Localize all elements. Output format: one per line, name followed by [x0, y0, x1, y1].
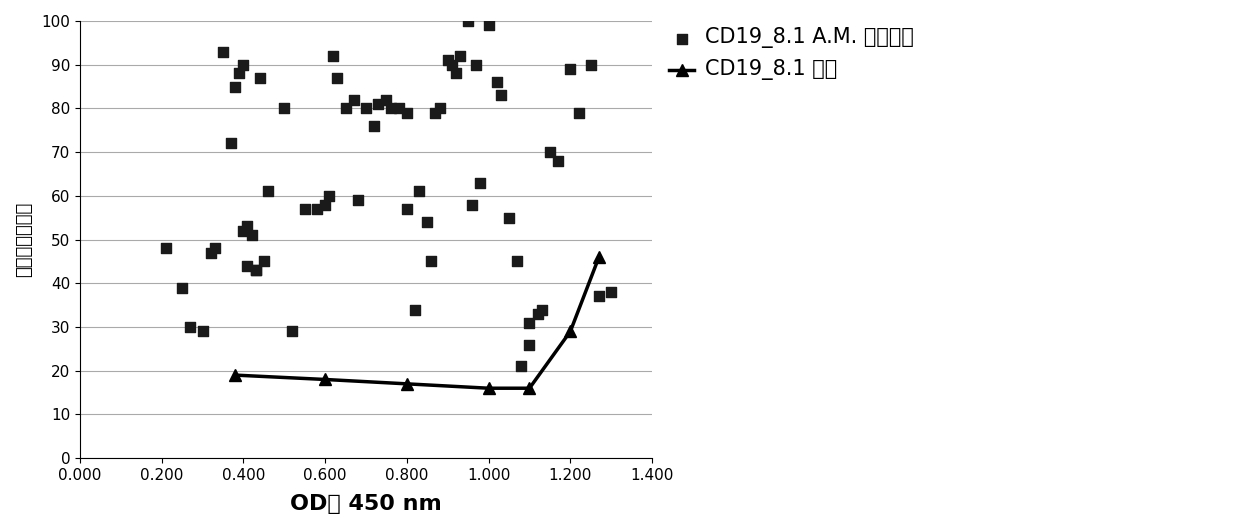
CD19_8.1 A.M. 阳性克隆 — [327, 74, 347, 82]
CD19_8.1 A.M. 阳性克隆 — [377, 95, 397, 104]
Y-axis label: 剩余比率（％）: 剩余比率（％） — [15, 202, 33, 277]
CD19_8.1 A.M. 阳性克隆 — [343, 95, 363, 104]
CD19_8.1 亲本 — [522, 385, 537, 391]
CD19_8.1 A.M. 阳性克隆 — [491, 91, 511, 99]
CD19_8.1 A.M. 阳性克隆 — [315, 200, 335, 209]
CD19_8.1 A.M. 阳性克隆 — [324, 52, 343, 60]
CD19_8.1 A.M. 阳性克隆 — [172, 284, 192, 292]
CD19_8.1 A.M. 阳性克隆 — [450, 52, 470, 60]
CD19_8.1 A.M. 阳性克隆 — [246, 266, 265, 275]
CD19_8.1 A.M. 阳性克隆 — [511, 362, 531, 371]
CD19_8.1 A.M. 阳性克隆 — [446, 69, 466, 78]
CD19_8.1 A.M. 阳性克隆 — [238, 261, 258, 270]
CD19_8.1 A.M. 阳性克隆 — [528, 309, 548, 318]
CD19_8.1 A.M. 阳性克隆 — [569, 108, 589, 117]
CD19_8.1 A.M. 阳性克隆 — [258, 187, 278, 196]
CD19_8.1 A.M. 阳性克隆 — [365, 122, 384, 130]
CD19_8.1 A.M. 阳性克隆 — [348, 196, 368, 205]
CD19_8.1 A.M. 阳性克隆 — [520, 318, 539, 327]
CD19_8.1 A.M. 阳性克隆 — [500, 214, 520, 222]
CD19_8.1 A.M. 阳性克隆 — [205, 244, 224, 252]
CD19_8.1 A.M. 阳性克隆 — [397, 205, 417, 213]
CD19_8.1 A.M. 阳性克隆 — [246, 266, 265, 275]
CD19_8.1 A.M. 阳性克隆 — [233, 60, 253, 69]
CD19_8.1 A.M. 阳性克隆 — [397, 108, 417, 117]
CD19_8.1 A.M. 阳性克隆 — [409, 187, 429, 196]
CD19_8.1 亲本 — [228, 372, 243, 378]
CD19_8.1 A.M. 阳性克隆 — [589, 292, 609, 300]
CD19_8.1 亲本 — [563, 328, 578, 334]
CD19_8.1 A.M. 阳性克隆 — [201, 249, 221, 257]
CD19_8.1 A.M. 阳性克隆 — [459, 17, 479, 25]
Legend: CD19_8.1 A.M. 阳性克隆, CD19_8.1 亲本: CD19_8.1 A.M. 阳性克隆, CD19_8.1 亲本 — [663, 21, 920, 85]
CD19_8.1 A.M. 阳性克隆 — [229, 69, 249, 78]
CD19_8.1 A.M. 阳性克隆 — [226, 83, 246, 91]
CD19_8.1 A.M. 阳性克隆 — [308, 205, 327, 213]
CD19_8.1 A.M. 阳性克隆 — [221, 139, 241, 148]
CD19_8.1 A.M. 阳性克隆 — [479, 21, 498, 30]
CD19_8.1 A.M. 阳性克隆 — [156, 244, 176, 252]
CD19_8.1 A.M. 阳性克隆 — [470, 178, 490, 187]
CD19_8.1 A.M. 阳性克隆 — [487, 78, 507, 86]
CD19_8.1 A.M. 阳性克隆 — [254, 257, 274, 266]
CD19_8.1 A.M. 阳性克隆 — [429, 104, 449, 113]
CD19_8.1 A.M. 阳性克隆 — [192, 327, 212, 335]
CD19_8.1 A.M. 阳性克隆 — [422, 257, 441, 266]
CD19_8.1 A.M. 阳性克隆 — [320, 191, 340, 200]
CD19_8.1 A.M. 阳性克隆 — [418, 218, 438, 226]
CD19_8.1 A.M. 阳性克隆 — [405, 305, 425, 314]
CD19_8.1 A.M. 阳性克隆 — [295, 205, 315, 213]
CD19_8.1 A.M. 阳性克隆 — [213, 48, 233, 56]
CD19_8.1 A.M. 阳性克隆 — [180, 323, 200, 331]
CD19_8.1 A.M. 阳性克隆 — [441, 60, 461, 69]
CD19_8.1 A.M. 阳性克隆 — [532, 305, 552, 314]
CD19_8.1 A.M. 阳性克隆 — [507, 257, 527, 266]
CD19_8.1 A.M. 阳性克隆 — [249, 74, 269, 82]
CD19_8.1 A.M. 阳性克隆 — [242, 231, 262, 240]
CD19_8.1 A.M. 阳性克隆 — [389, 104, 409, 113]
X-axis label: OD値 450 nm: OD値 450 nm — [290, 494, 441, 514]
CD19_8.1 A.M. 阳性克隆 — [356, 104, 376, 113]
CD19_8.1 A.M. 阳性克隆 — [463, 200, 482, 209]
CD19_8.1 A.M. 阳性克隆 — [283, 327, 303, 335]
CD19_8.1 A.M. 阳性克隆 — [238, 222, 258, 231]
CD19_8.1 A.M. 阳性克隆 — [381, 104, 401, 113]
CD19_8.1 A.M. 阳性克隆 — [274, 104, 294, 113]
CD19_8.1 A.M. 阳性克隆 — [539, 148, 559, 157]
CD19_8.1 A.M. 阳性克隆 — [233, 226, 253, 235]
CD19_8.1 A.M. 阳性克隆 — [560, 65, 580, 74]
CD19_8.1 A.M. 阳性克隆 — [438, 56, 458, 65]
CD19_8.1 A.M. 阳性克隆 — [466, 60, 486, 69]
CD19_8.1 A.M. 阳性克隆 — [580, 60, 600, 69]
CD19_8.1 亲本 — [317, 376, 332, 382]
CD19_8.1 亲本 — [591, 254, 606, 260]
CD19_8.1 A.M. 阳性克隆 — [425, 108, 445, 117]
Line: CD19_8.1 亲本: CD19_8.1 亲本 — [229, 251, 605, 394]
CD19_8.1 亲本 — [399, 381, 414, 387]
CD19_8.1 A.M. 阳性克隆 — [520, 340, 539, 349]
CD19_8.1 A.M. 阳性克隆 — [548, 157, 568, 165]
CD19_8.1 A.M. 阳性克隆 — [601, 288, 621, 296]
CD19_8.1 A.M. 阳性克隆 — [368, 100, 388, 108]
CD19_8.1 A.M. 阳性克隆 — [336, 104, 356, 113]
CD19_8.1 亲本 — [481, 385, 496, 391]
